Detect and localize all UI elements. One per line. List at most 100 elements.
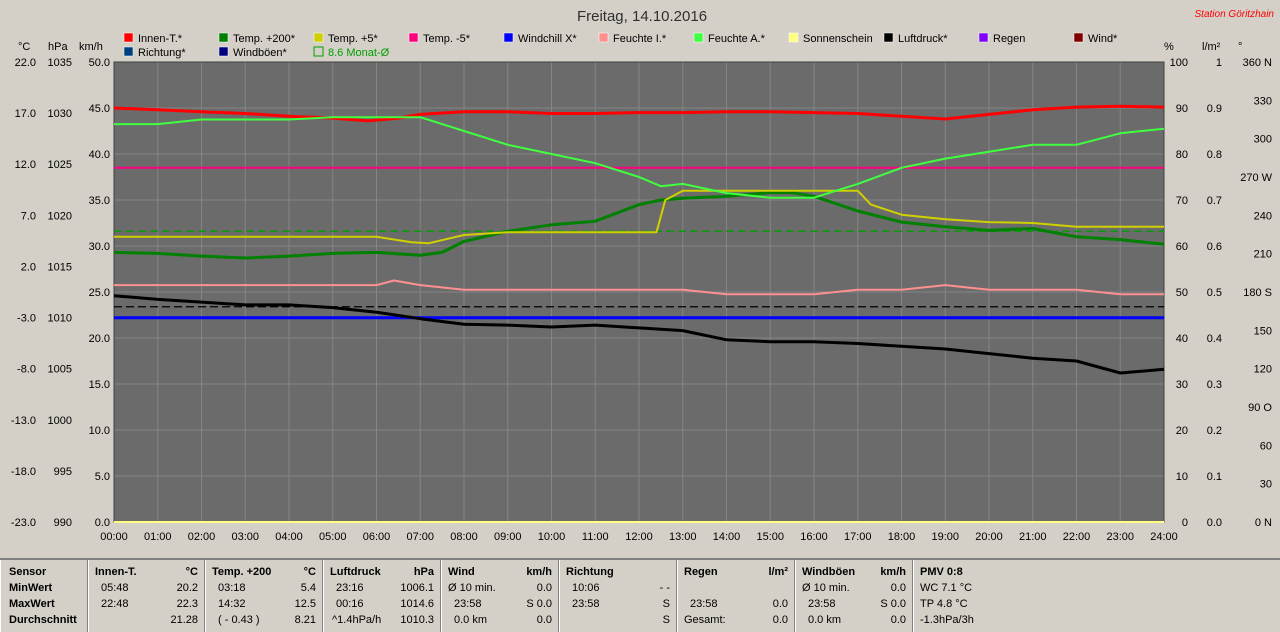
legend-label: Feuchte I.* [613,33,667,45]
luftdruck-unit: hPa [413,566,434,578]
y-tick-percent: 50 [1176,287,1188,299]
boeen-head: Windböen [802,566,856,578]
y-tick-deg: 120 [1254,364,1272,376]
pmv-head: PMV 0:8 [920,566,963,578]
legend-swatch [218,46,229,57]
legend-swatch [313,46,324,57]
y-tick-deg: 0 N [1255,517,1272,529]
boeen-avg: 0.0 [890,614,906,626]
regen-head: Regen [684,566,718,578]
x-tick-label: 07:00 [406,531,434,543]
y-tick-lm2: 1 [1216,57,1222,69]
y-tick-lm2: 0.1 [1207,471,1222,483]
temp-min-time: 03:18 [218,582,246,594]
x-tick-label: 22:00 [1063,531,1091,543]
stats-col-wind: Wind km/h Ø 10 min. 0.0 23:58 S 0.0 0.0 km 0… [441,560,559,632]
y-tick-lm2: 0.2 [1207,425,1222,437]
innen-max-time: 22:48 [101,598,129,610]
temp-max-val: 12.5 [294,598,316,610]
boeen-avg-label: 0.0 km [808,614,842,626]
luftdruck-max-val: 1014.6 [400,598,434,610]
pmv-line3: -1.3hPa/3h [920,614,974,626]
wind-unit: km/h [526,566,552,578]
y-tick-celsius: -8.0 [17,364,36,376]
legend-label: Innen-T.* [138,33,183,45]
richtung-avg: S [662,614,670,626]
y-tick-deg: 270 W [1240,172,1272,184]
stats-col-innen: Innen-T. °C 05:48 20.2 22:48 22.3 21.28 [88,560,205,632]
legend-label: Temp. -5* [423,33,471,45]
wind-max-time: 23:58 [454,598,482,610]
y-tick-hpa: 1030 [48,108,72,120]
legend-label: Luftdruck* [898,33,948,45]
temp-avg: 8.21 [294,614,316,626]
unit-hpa: hPa [48,41,68,53]
y-tick-percent: 80 [1176,149,1188,161]
legend-swatch [503,32,514,43]
y-tick-celsius: -18.0 [11,466,36,478]
y-tick-kmh: 0.0 [95,517,110,529]
y-tick-celsius: 22.0 [15,57,36,69]
x-tick-label: 08:00 [450,531,478,543]
x-tick-label: 03:00 [231,531,259,543]
boeen-max-time: 23:58 [808,598,836,610]
legend-swatch [598,32,609,43]
legend-swatch [123,32,134,43]
y-tick-celsius: 17.0 [15,108,36,120]
temp-avg-note: ( - 0.43 ) [218,614,260,626]
stats-label-sensor: Sensor [9,566,47,578]
chart-title: Freitag, 14.10.2016 [577,8,707,25]
y-tick-deg: 180 S [1243,287,1272,299]
y-tick-lm2: 0.4 [1207,333,1222,345]
y-tick-deg: 30 [1260,479,1272,491]
y-tick-hpa: 990 [54,517,72,529]
series-innen-t [113,104,1165,123]
pmv-line2: TP 4.8 °C [920,598,968,610]
unit-celsius: °C [18,41,30,53]
legend-swatch [693,32,704,43]
stats-col-temp: Temp. +200 °C 03:18 5.4 14:32 12.5 ( - 0.43… [205,560,323,632]
legend-swatch [408,32,419,43]
y-tick-hpa: 1005 [48,364,72,376]
y-tick-percent: 0 [1182,517,1188,529]
wind-min-label: Ø 10 min. [448,582,496,594]
regen-avg-label: Gesamt: [684,614,726,626]
y-tick-percent: 60 [1176,241,1188,253]
series-temp-5 [114,189,1164,245]
legend-label: Temp. +5* [328,33,379,45]
y-tick-kmh: 10.0 [89,425,110,437]
x-tick-label: 24:00 [1150,531,1178,543]
legend-swatch [883,32,894,43]
richtung-min-time: 10:06 [572,582,600,594]
y-tick-lm2: 0.0 [1207,517,1222,529]
innen-min-val: 20.2 [176,582,198,594]
y-tick-kmh: 15.0 [89,379,110,391]
stats-panel: Sensor MinWert MaxWert Durchschnitt Inne… [0,558,1280,632]
y-tick-hpa: 1035 [48,57,72,69]
x-tick-label: 06:00 [363,531,391,543]
y-tick-kmh: 50.0 [89,57,110,69]
richtung-min-val: - - [659,582,670,594]
x-tick-label: 05:00 [319,531,347,543]
y-tick-percent: 70 [1176,195,1188,207]
legend-label: Regen [993,33,1025,45]
y-tick-kmh: 40.0 [89,149,110,161]
unit-lm2: l/m² [1202,41,1221,53]
unit-kmh: km/h [79,41,103,53]
y-tick-deg: 210 [1254,249,1272,261]
legend-label: Sonnenschein [803,33,873,45]
y-tick-lm2: 0.7 [1207,195,1222,207]
wind-avg: 0.0 [536,614,552,626]
x-tick-label: 20:00 [975,531,1003,543]
series-feuchte-a [114,116,1165,199]
series-luftdruck [113,294,1165,375]
boeen-min-label: Ø 10 min. [802,582,850,594]
y-tick-deg: 90 O [1248,402,1272,414]
x-tick-label: 21:00 [1019,531,1047,543]
richtung-max-time: 23:58 [572,598,600,610]
stats-col-luftdruck: Luftdruck hPa 23:16 1006.1 00:16 1014.6 ^1.… [323,560,441,632]
y-tick-lm2: 0.5 [1207,287,1222,299]
y-tick-hpa: 1020 [48,210,72,222]
y-tick-hpa: 1010 [48,313,72,325]
x-tick-label: 18:00 [888,531,916,543]
